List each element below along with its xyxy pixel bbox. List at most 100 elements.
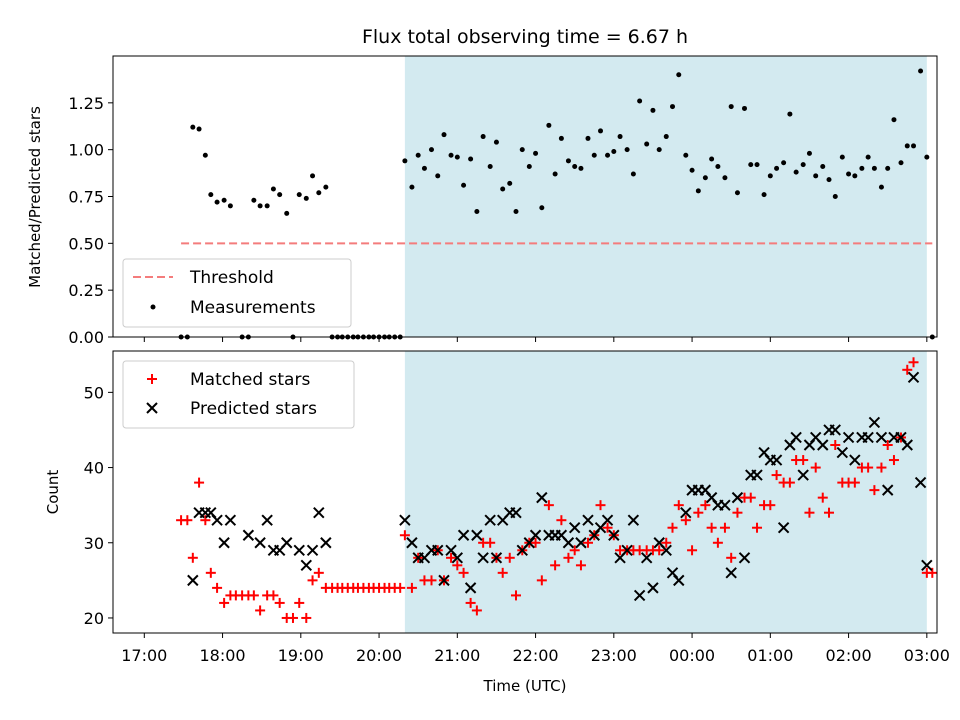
matched-star-point [654,545,665,556]
measurement-point [421,165,427,171]
measurement-point [190,124,196,130]
predicted-star-point [640,552,653,564]
matched-star-point [268,590,279,601]
measurement-point [637,98,643,104]
x-tick-label: 22:00 [513,646,559,665]
predicted-star-point [829,424,841,436]
bottom-panel: 20 30 40 50 17:00 18:00 19:00 20:00 21:00 22:00 2… [44,350,950,695]
measurement-point [565,158,571,164]
measurement-point [214,199,220,205]
measurement-point [480,134,486,140]
measurement-point [826,177,832,183]
measurement-point [891,117,897,123]
measurement-point [598,128,604,134]
bottom-y-ticks: 20 30 40 50 [84,383,113,628]
measurement-point [683,152,689,158]
measurement-point [754,162,760,168]
matched-star-point [869,485,880,496]
measurement-point [526,164,532,170]
matched-star-point [426,575,437,586]
measurement-point [878,184,884,190]
measurement-point [474,208,480,214]
matched-star-point [563,552,574,563]
predicted-star-point [582,514,594,526]
matched-star-point [307,575,318,586]
matched-star-point [849,477,860,488]
matched-star-point [274,597,285,608]
measurement-point [402,158,408,164]
matched-star-point [680,515,691,526]
top-y-tick-label: 0.75 [68,188,104,207]
predicted-star-point [187,574,199,587]
predicted-star-point [477,552,489,564]
predicted-star-point [575,537,587,549]
top-y-tick-label: 0.25 [68,281,104,300]
predicted-star-point [261,514,273,526]
measurement-point [202,152,208,158]
predicted-star-point [770,454,783,466]
matched-star-point [471,605,482,616]
measurement-point [624,147,630,153]
top-x-ticks [143,337,928,342]
measurement-point [316,190,322,196]
measurement-point [409,184,415,190]
measurement-point [500,186,506,192]
measurement-point [552,171,558,177]
matched-star-point [406,582,417,593]
matched-star-point [294,597,305,608]
measurement-point [323,184,329,190]
matched-star-point [287,612,298,623]
top-legend: Threshold Measurements [122,258,352,328]
measurement-point [761,192,767,198]
matched-star-point [673,500,684,511]
measurement-point [787,111,793,117]
matched-star-point [863,462,874,473]
matched-star-point [888,455,899,466]
measurement-point [441,132,447,138]
predicted-star-point [731,491,744,504]
matched-star-point [399,530,410,541]
measurement-point [715,164,721,170]
measurement-point [865,154,871,160]
legend-measurements-label: Measurements [190,298,316,318]
measurement-point [741,105,747,111]
measurement-point [670,104,676,110]
matched-star-point [194,477,205,488]
top-y-tick-label: 1.00 [68,141,104,160]
predicted-star-point [633,589,646,602]
predicted-star-point [432,544,444,556]
matched-star-point [446,552,457,563]
predicted-star-point [751,469,763,481]
predicted-star-point [529,529,542,541]
predicted-star-point [568,522,581,534]
predicted-star-point [399,514,411,526]
measurement-point [578,165,584,171]
measurement-point [257,203,263,209]
measurement-point [924,154,930,160]
matched-star-point [700,500,711,511]
predicted-star-point [242,529,255,541]
matched-star-point [301,612,312,623]
predicted-star-point [451,552,464,564]
x-tick-label: 19:00 [278,646,324,665]
measurement-point [813,173,819,179]
x-tick-label: 03:00 [904,646,950,665]
measurement-point [885,165,891,171]
measurement-point [533,150,539,156]
predicted-star-point [680,506,692,519]
measurement-point [227,203,233,209]
bottom-axes-frame [112,350,938,634]
measurement-point [493,139,499,145]
measurement-point [728,104,734,110]
measurement-point [630,171,636,177]
measurement-point [617,134,623,140]
top-panel: 0.00 0.25 0.50 0.75 1.00 1.25 Flux total obse… [26,26,938,347]
matched-star-point [876,462,887,473]
matched-star-point [582,537,593,548]
predicted-star-point [254,537,266,549]
measurement-point [722,175,728,181]
predicted-star-point [725,567,737,579]
measurement-point [487,164,493,170]
x-tick-label: 21:00 [434,646,480,665]
measurement-point [695,188,701,194]
